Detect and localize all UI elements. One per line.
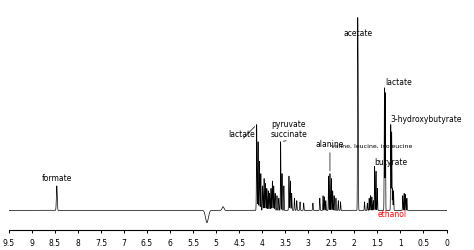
Text: valine, leucine, isoleucine: valine, leucine, isoleucine	[331, 144, 412, 148]
Text: formate: formate	[42, 173, 73, 182]
Text: 3-hydroxybutyrate: 3-hydroxybutyrate	[391, 114, 462, 123]
Text: ethanol: ethanol	[378, 209, 407, 218]
Text: alanine: alanine	[316, 140, 344, 148]
Text: pyruvate
succinate: pyruvate succinate	[271, 120, 307, 139]
Text: acetate: acetate	[343, 29, 372, 38]
Text: lactate: lactate	[228, 130, 255, 139]
Text: lactate: lactate	[385, 78, 411, 86]
Text: butyrate: butyrate	[374, 157, 407, 166]
